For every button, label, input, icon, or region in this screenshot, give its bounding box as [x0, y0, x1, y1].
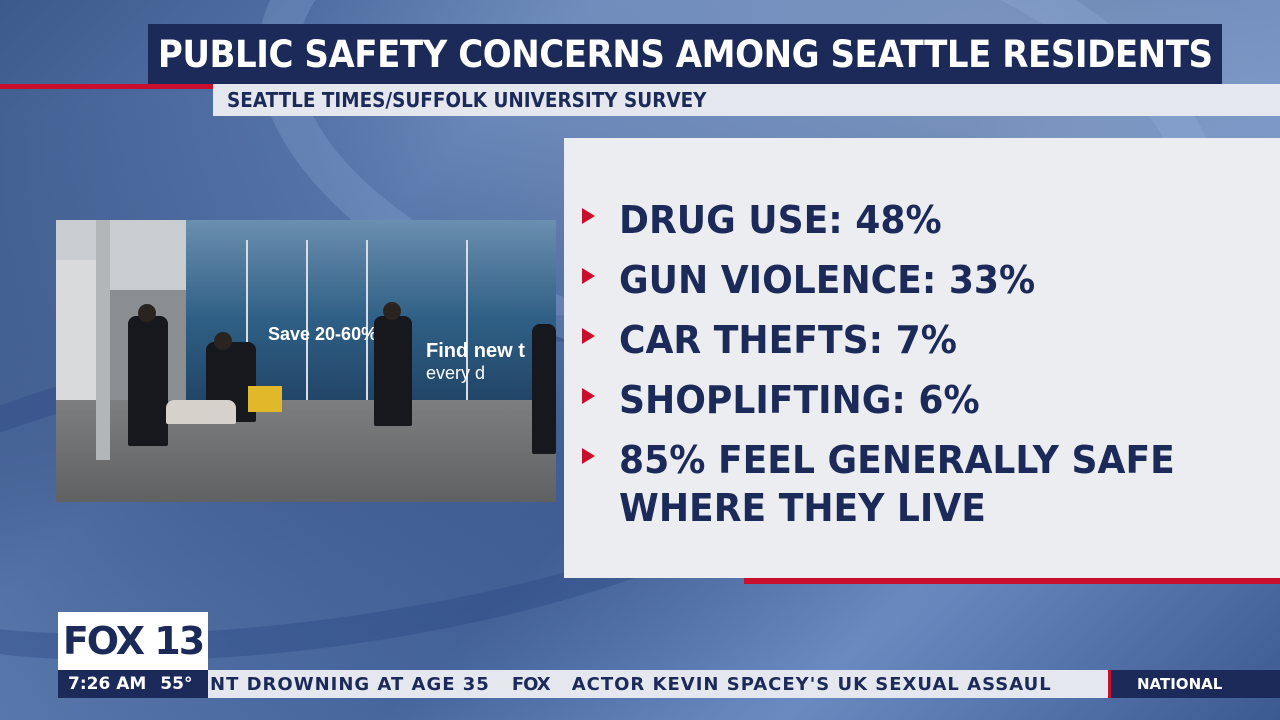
- photo-pole: [96, 220, 110, 460]
- time-weather: 7:26 AM 55°: [58, 670, 208, 698]
- photo-window-frame: [306, 240, 308, 420]
- finding-item: DRUG USE: 48%: [582, 196, 959, 244]
- photo-head: [383, 302, 401, 320]
- fox13-logo: FOX 13: [58, 612, 208, 670]
- finding-text: GUN VIOLENCE: 33%: [619, 258, 1036, 302]
- photo-medical-case: [248, 386, 282, 412]
- store-sign-line: every d: [426, 363, 486, 383]
- photo-person-ground: [166, 400, 236, 424]
- store-sign: Save 20-60%: [268, 324, 378, 344]
- accent-rule: [0, 84, 215, 89]
- finding-text: 85% FEEL GENERALLY SAFE: [619, 438, 1175, 482]
- findings-panel: DRUG USE: 48% GUN VIOLENCE: 33% CAR THEF…: [564, 138, 1280, 578]
- photo-window-frame: [246, 240, 248, 420]
- finding-text: SHOPLIFTING: 6%: [619, 378, 980, 422]
- source-subtitle: SEATTLE TIMES/SUFFOLK UNIVERSITY SURVEY: [227, 88, 707, 112]
- photo-officer: [128, 316, 168, 446]
- finding-text: DRUG USE: 48%: [619, 198, 942, 242]
- finding-item: CAR THEFTS: 7%: [582, 316, 975, 364]
- bullet-arrow-icon: [582, 388, 595, 404]
- ticker-crawl: NT DROWNING AT AGE 35 FOX ACTOR KEVIN SP…: [208, 670, 1108, 698]
- logo-text: FOX 13: [62, 619, 205, 663]
- title-bar: PUBLIC SAFETY CONCERNS AMONG SEATTLE RES…: [148, 24, 1222, 84]
- photo-officer: [374, 316, 412, 426]
- photo-window-frame: [466, 240, 468, 420]
- ticker-headline: NT DROWNING AT AGE 35: [210, 673, 490, 695]
- finding-text: WHERE THEY LIVE: [619, 486, 986, 530]
- subtitle-bar: SEATTLE TIMES/SUFFOLK UNIVERSITY SURVEY: [213, 84, 1280, 116]
- bullet-arrow-icon: [582, 448, 595, 464]
- finding-item: SHOPLIFTING: 6%: [582, 376, 999, 424]
- accent-rule: [744, 578, 1280, 584]
- finding-text: CAR THEFTS: 7%: [619, 318, 957, 362]
- bullet-arrow-icon: [582, 328, 595, 344]
- photo-head: [138, 304, 156, 322]
- finding-item: GUN VIOLENCE: 33%: [582, 256, 1057, 304]
- finding-item: 85% FEEL GENERALLY SAFE WHERE THEY LIVE: [582, 436, 1204, 532]
- bullet-arrow-icon: [582, 268, 595, 284]
- photo-head: [214, 332, 232, 350]
- photo-window-frame: [366, 240, 368, 420]
- store-sign-line: Find new t: [426, 340, 525, 362]
- ticker-category: NATIONAL: [1108, 670, 1280, 698]
- page-title: PUBLIC SAFETY CONCERNS AMONG SEATTLE RES…: [157, 32, 1213, 76]
- bullet-arrow-icon: [582, 208, 595, 224]
- store-sign: Find new t every d: [426, 340, 525, 384]
- ticker-headline: ACTOR KEVIN SPACEY'S UK SEXUAL ASSAUL: [571, 673, 1052, 695]
- news-photo: Save 20-60% Find new t every d: [56, 220, 556, 502]
- ticker-separator: FOX: [511, 673, 551, 695]
- temperature: 55°: [160, 674, 193, 694]
- finding-text-block: 85% FEEL GENERALLY SAFE WHERE THEY LIVE: [619, 436, 1204, 532]
- clock-time: 7:26 AM: [68, 674, 147, 694]
- photo-officer: [532, 324, 556, 454]
- news-ticker: 7:26 AM 55° NT DROWNING AT AGE 35 FOX AC…: [58, 670, 1280, 698]
